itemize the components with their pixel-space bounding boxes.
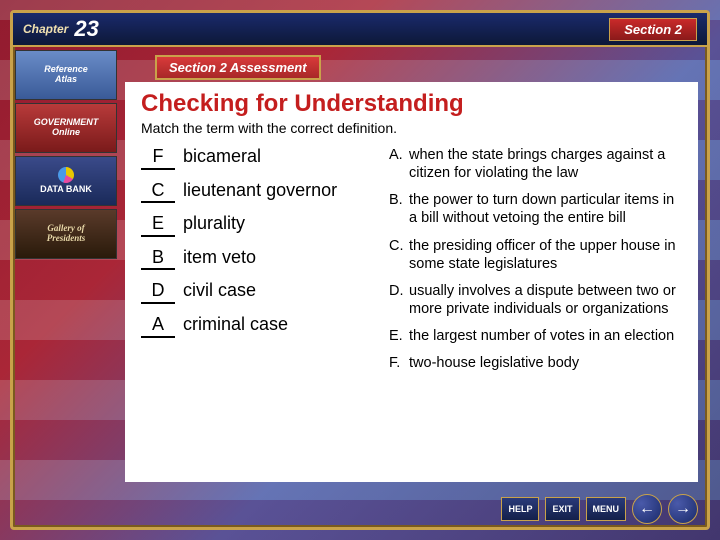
term-row: Acriminal case [141,314,371,338]
nav-bar: HELP EXIT MENU ← → [501,494,698,524]
section-assessment-tag: Section 2 Assessment [155,55,321,80]
term-row: Dcivil case [141,280,371,304]
gallery-l2: Presidents [47,234,86,244]
def-letter: F. [389,354,409,372]
terms-column: Fbicameral Clieutenant governor Eplurali… [141,146,371,381]
page-title: Checking for Understanding [141,90,682,118]
answer-blank: E [141,213,175,237]
atlas-l2: Atlas [55,75,77,85]
content-panel: Checking for Understanding Match the ter… [125,82,698,482]
term-row: Clieutenant governor [141,180,371,204]
government-online-button[interactable]: GOVERNMENT Online [15,103,117,153]
reference-atlas-button[interactable]: Reference Atlas [15,50,117,100]
sidebar: Reference Atlas GOVERNMENT Online DATA B… [15,50,117,259]
columns: Fbicameral Clieutenant governor Eplurali… [141,146,682,381]
def-text: usually involves a dispute between two o… [409,282,682,318]
term-row: Eplurality [141,213,371,237]
chapter-number: 23 [74,16,98,42]
chapter-badge: Chapter 23 [23,16,99,42]
definition-row: B.the power to turn down particular item… [389,191,682,227]
gallery-presidents-button[interactable]: Gallery of Presidents [15,209,117,259]
definition-row: C.the presiding officer of the upper hou… [389,237,682,273]
def-letter: E. [389,327,409,345]
term-row: Fbicameral [141,146,371,170]
data-bank-button[interactable]: DATA BANK [15,156,117,206]
answer-blank: D [141,280,175,304]
term-text: lieutenant governor [183,180,371,202]
definition-row: E.the largest number of votes in an elec… [389,327,682,345]
def-text: the largest number of votes in an electi… [409,327,682,345]
exit-button[interactable]: EXIT [545,497,579,521]
help-button[interactable]: HELP [501,497,539,521]
prev-arrow-button[interactable]: ← [632,494,662,524]
answer-blank: F [141,146,175,170]
answer-blank: B [141,247,175,271]
term-text: criminal case [183,314,371,336]
chapter-label: Chapter [23,22,68,36]
pie-chart-icon [58,167,74,183]
instructions: Match the term with the correct definiti… [141,120,682,136]
def-text: two-house legislative body [409,354,682,372]
def-text: when the state brings charges against a … [409,146,682,182]
definition-row: A.when the state brings charges against … [389,146,682,182]
answer-blank: C [141,180,175,204]
data-l1: DATA [40,184,63,194]
next-arrow-button[interactable]: → [668,494,698,524]
def-letter: D. [389,282,409,318]
definition-row: D.usually involves a dispute between two… [389,282,682,318]
def-text: the presiding officer of the upper house… [409,237,682,273]
term-text: civil case [183,280,371,302]
def-letter: B. [389,191,409,227]
slide: Chapter 23 Section 2 Section 2 Assessmen… [0,0,720,540]
section-label: Section 2 [609,18,697,41]
def-letter: A. [389,146,409,182]
gov-l2: Online [52,128,80,138]
term-text: bicameral [183,146,371,168]
def-text: the power to turn down particular items … [409,191,682,227]
term-text: plurality [183,213,371,235]
definition-row: F.two-house legislative body [389,354,682,372]
top-bar: Chapter 23 Section 2 [13,13,707,47]
term-text: item veto [183,247,371,269]
def-letter: C. [389,237,409,273]
menu-button[interactable]: MENU [586,497,627,521]
answer-blank: A [141,314,175,338]
term-row: Bitem veto [141,247,371,271]
data-l2: BANK [66,184,92,194]
definitions-column: A.when the state brings charges against … [389,146,682,381]
